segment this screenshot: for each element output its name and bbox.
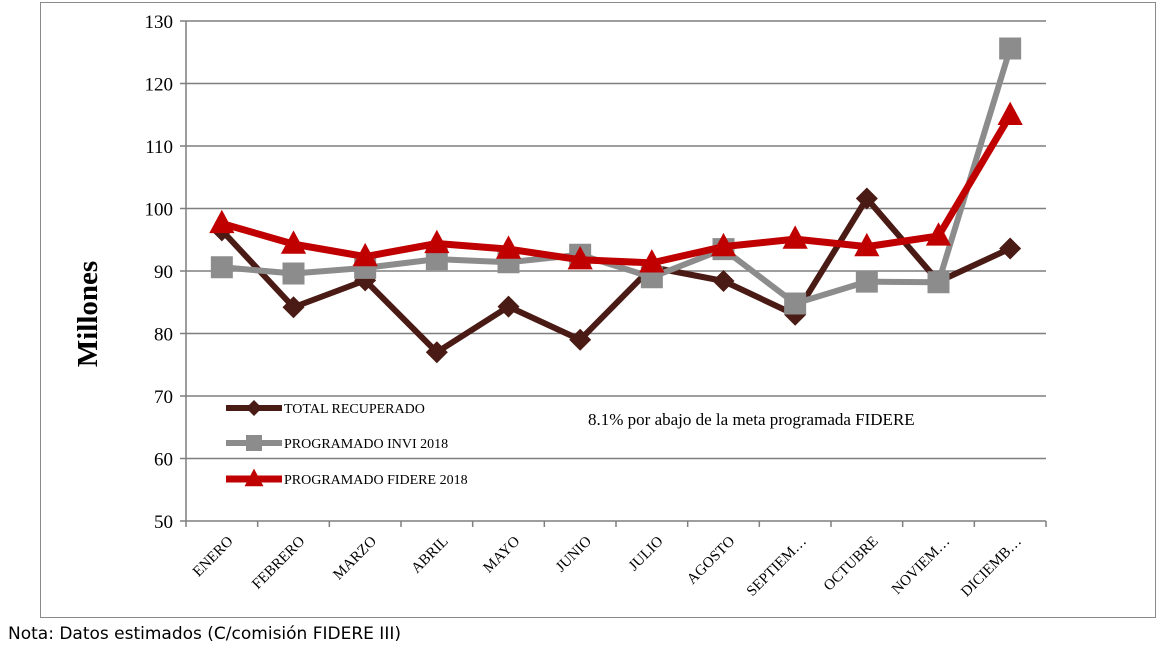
x-tick-label: FEBRERO bbox=[249, 533, 308, 592]
data-point bbox=[925, 222, 952, 246]
data-point bbox=[282, 296, 305, 319]
data-point bbox=[280, 230, 307, 254]
y-tick-label: 120 bbox=[145, 75, 174, 96]
legend-marker bbox=[246, 400, 262, 416]
x-tick-label: AGOSTO bbox=[684, 533, 738, 587]
data-point bbox=[210, 256, 233, 279]
grid-lines bbox=[186, 20, 1046, 460]
y-tick-label: 70 bbox=[154, 387, 173, 408]
series-programado-invi-2018 bbox=[210, 37, 1022, 315]
x-tick-label: SEPTIEM… bbox=[744, 534, 810, 600]
series-group bbox=[209, 37, 1023, 364]
data-point bbox=[855, 270, 878, 293]
chart-annotation: 8.1% por abajo de la meta programada FID… bbox=[588, 410, 915, 429]
legend-marker bbox=[244, 468, 264, 487]
y-tick-label: 130 bbox=[145, 12, 174, 33]
legend-entry: TOTAL RECUPERADO bbox=[226, 400, 425, 417]
legend-label: PROGRAMADO INVI 2018 bbox=[284, 437, 448, 452]
data-point bbox=[712, 270, 735, 292]
data-point bbox=[567, 245, 593, 270]
y-tick-labels: 50 60 70 80 90 100 110 120 130 bbox=[145, 12, 174, 533]
data-point bbox=[854, 232, 880, 257]
data-point bbox=[855, 187, 878, 210]
data-point bbox=[424, 229, 450, 254]
series-line bbox=[219, 195, 1012, 356]
x-tick-label: NOVIEM… bbox=[889, 534, 953, 598]
data-point bbox=[497, 295, 520, 318]
y-tick-label: 100 bbox=[145, 200, 174, 221]
series-programado-fidere-2018 bbox=[209, 101, 1023, 273]
x-tick-label: MAYO bbox=[481, 533, 524, 576]
y-axis-label: Millones bbox=[72, 261, 104, 367]
y-tick-label: 80 bbox=[154, 325, 173, 346]
data-point bbox=[209, 209, 235, 234]
chart-frame bbox=[40, 2, 1156, 618]
x-tick-label: DICIEMB… bbox=[958, 534, 1025, 601]
series-line bbox=[221, 47, 1014, 307]
x-tick-labels: ENERO FEBRERO MARZO ABRIL MAYO JUNIO JULIO AGOS… bbox=[190, 533, 1025, 600]
data-point bbox=[639, 249, 665, 273]
line-chart: 50 60 70 80 90 100 110 120 130 ENERO FEBRERO MARZO… bbox=[72, 12, 1047, 600]
data-point bbox=[782, 225, 808, 249]
data-point bbox=[495, 235, 522, 259]
x-tick-label: ABRIL bbox=[409, 534, 452, 577]
x-tick-label: ENERO bbox=[190, 533, 237, 580]
series-line bbox=[220, 113, 1014, 267]
legend-label: TOTAL RECUPERADO bbox=[284, 402, 425, 417]
data-point bbox=[710, 232, 737, 257]
y-tick-label: 50 bbox=[154, 512, 173, 533]
x-tick-label: MARZO bbox=[330, 533, 380, 583]
x-tick-label: JULIO bbox=[626, 533, 667, 574]
legend-entry: PROGRAMADO FIDERE 2018 bbox=[226, 468, 468, 488]
data-point bbox=[569, 328, 592, 351]
x-tick-label: OCTUBRE bbox=[821, 534, 882, 595]
data-point bbox=[425, 341, 448, 364]
data-point bbox=[927, 271, 950, 294]
y-tick-label: 60 bbox=[154, 450, 173, 471]
data-point bbox=[784, 292, 807, 315]
y-tick-label: 110 bbox=[145, 137, 173, 158]
data-point bbox=[999, 237, 1022, 260]
legend-label: PROGRAMADO FIDERE 2018 bbox=[284, 473, 468, 488]
axes bbox=[180, 20, 1047, 527]
legend: TOTAL RECUPERADO PROGRAMADO INVI 2018 PROG… bbox=[226, 400, 468, 488]
legend-marker bbox=[246, 435, 262, 451]
data-point bbox=[282, 262, 305, 285]
footnote: Nota: Datos estimados (C/comisión FIDERE… bbox=[8, 624, 401, 644]
data-point bbox=[997, 101, 1023, 125]
y-tick-label: 90 bbox=[154, 262, 173, 283]
data-point bbox=[999, 37, 1022, 60]
data-point bbox=[352, 242, 378, 267]
legend-entry: PROGRAMADO INVI 2018 bbox=[226, 435, 448, 452]
data-point bbox=[425, 248, 448, 271]
series-total-recuperado bbox=[210, 187, 1022, 364]
x-tick-label: JUNIO bbox=[553, 533, 595, 575]
